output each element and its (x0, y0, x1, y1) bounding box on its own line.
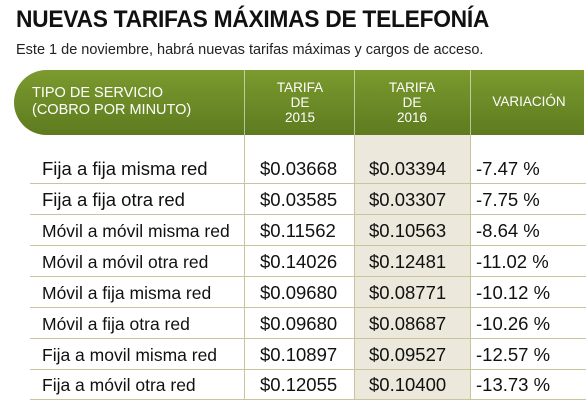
header-2016-line3: 2016 (396, 110, 428, 125)
service-cell: Móvil a fija otra red (42, 314, 190, 334)
page-subtitle: Este 1 de noviembre, habrá nuevas tarifa… (16, 42, 484, 58)
table-row: Móvil a fija otra red $0.09680 $0.08687 … (30, 308, 586, 339)
variation-cell: -12.57 % (476, 344, 551, 365)
column-divider (244, 135, 245, 400)
variation-cell: -13.73 % (476, 374, 551, 395)
tariff-2015-cell: $0.03668 (260, 158, 338, 179)
page-title: NUEVAS TARIFAS MÁXIMAS DE TELEFONÍA (16, 6, 490, 33)
header-2015-line1: TARIFA (276, 80, 324, 95)
tariff-2016-cell: $0.08687 (369, 313, 447, 334)
header-2015-line2: DE (290, 95, 310, 110)
table-row: Móvil a móvil otra red $0.14026 $0.12481… (30, 246, 586, 277)
table-row: Móvil a móvil misma red $0.11562 $0.1056… (30, 215, 586, 246)
table-row: Fija a móvil otra red $0.12055 $0.10400 … (30, 369, 586, 400)
tariff-2015-cell: $0.14026 (260, 251, 338, 272)
tariff-2015-cell: $0.03585 (260, 189, 338, 210)
table-row: Fija a fija misma red $0.03668 $0.03394 … (30, 153, 586, 184)
header-2016-line2: DE (402, 95, 422, 110)
service-cell: Fija a fija otra red (42, 189, 185, 210)
variation-cell: -10.12 % (476, 282, 551, 303)
tariff-2015-cell: $0.09680 (260, 313, 338, 334)
column-divider (470, 135, 471, 400)
table-header: TIPO DE SERVICIO (COBRO POR MINUTO) TARI… (14, 70, 584, 135)
tariff-2016-cell: $0.09527 (369, 344, 447, 365)
tariff-2016-cell: $0.10563 (369, 220, 447, 241)
column-divider (354, 135, 355, 400)
header-service: TIPO DE SERVICIO (COBRO POR MINUTO) (32, 85, 191, 119)
tariff-2016-cell: $0.08771 (369, 282, 447, 303)
table-row: Fija a fija otra red $0.03585 $0.03307 -… (30, 184, 586, 215)
tariff-2015-cell: $0.12055 (260, 374, 338, 395)
header-divider (244, 70, 245, 135)
header-divider (470, 70, 471, 135)
header-2016-line1: TARIFA (388, 80, 436, 95)
header-divider (354, 70, 355, 135)
service-cell: Fija a movil misma red (42, 345, 218, 365)
variation-cell: -7.47 % (476, 158, 540, 179)
service-cell: Fija a fija misma red (42, 158, 208, 179)
service-cell: Móvil a móvil otra red (42, 252, 209, 272)
variation-cell: -8.64 % (476, 220, 540, 241)
header-service-line1: TIPO DE SERVICIO (32, 85, 164, 101)
variation-cell: -10.26 % (476, 313, 551, 334)
tariff-2015-cell: $0.11562 (260, 220, 336, 241)
tariff-2016-cell: $0.12481 (369, 251, 447, 272)
service-cell: Fija a móvil otra red (42, 375, 196, 395)
tariff-2016-cell: $0.10400 (369, 374, 447, 395)
service-cell: Móvil a móvil misma red (42, 221, 230, 241)
tariff-2015-cell: $0.09680 (260, 282, 338, 303)
service-cell: Móvil a fija misma red (42, 283, 212, 303)
tariff-2016-cell: $0.03394 (369, 158, 447, 179)
header-variation: VARIACIÓN (492, 94, 566, 109)
header-2015-line3: 2015 (284, 110, 316, 125)
table-row: Móvil a fija misma red $0.09680 $0.08771… (30, 277, 586, 308)
variation-cell: -11.02 % (476, 251, 549, 272)
tariff-2015-cell: $0.10897 (260, 344, 338, 365)
header-2016: TARIFA DE 2016 (360, 80, 464, 125)
header-service-line2: (COBRO POR MINUTO) (32, 102, 192, 118)
variation-cell: -7.75 % (476, 189, 540, 210)
table-row: Fija a movil misma red $0.10897 $0.09527… (30, 339, 586, 370)
tariff-2016-cell: $0.03307 (369, 189, 447, 210)
header-2015: TARIFA DE 2015 (250, 80, 350, 125)
column-2016-shading (354, 135, 470, 400)
